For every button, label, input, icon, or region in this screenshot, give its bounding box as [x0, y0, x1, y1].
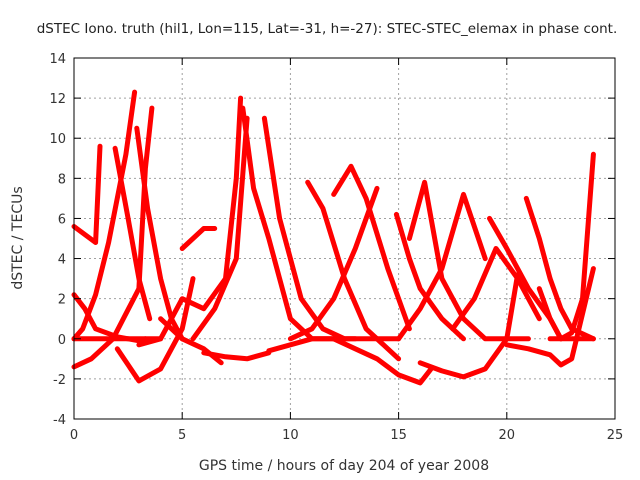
- data-series-line: [190, 115, 250, 342]
- data-series-line: [240, 105, 337, 342]
- data-series-line: [417, 272, 521, 380]
- data-series-line: [134, 125, 185, 342]
- y-tick-label: 8: [58, 172, 66, 187]
- axis-ticks: [73, 57, 616, 420]
- data-series-line: [331, 163, 412, 332]
- x-tick-label: 0: [70, 428, 78, 443]
- y-tick-label: 0: [58, 333, 66, 348]
- data-series-line: [504, 266, 596, 368]
- y-tick-label: 4: [58, 253, 66, 268]
- x-tick-label: 20: [499, 428, 516, 443]
- data-series-line: [393, 211, 466, 342]
- data-series-line: [114, 276, 196, 384]
- y-tick-label: -4: [53, 413, 66, 428]
- x-tick-label: 5: [178, 428, 186, 443]
- y-tick-label: 10: [49, 132, 66, 147]
- plot-frame: [73, 57, 616, 420]
- chart-title: dSTEC Iono. truth (hil1, Lon=115, Lat=-3…: [37, 21, 618, 37]
- y-tick-label: 12: [49, 92, 66, 107]
- x-tick-label: 15: [390, 428, 407, 443]
- x-tick-labels: 0 5 10 15 20 25: [70, 428, 623, 443]
- y-tick-label: 14: [49, 52, 66, 67]
- data-series-line: [331, 336, 434, 386]
- y-tick-labels: -4 -2 0 2 4 6 8 10 12 14: [49, 52, 66, 428]
- data-series-group: [71, 89, 596, 386]
- data-series-line: [523, 195, 596, 342]
- data-series-line: [71, 89, 138, 342]
- data-series-line: [112, 145, 153, 322]
- data-series-line: [287, 185, 380, 342]
- data-series-line: [71, 143, 103, 245]
- y-tick-label: 6: [58, 212, 66, 227]
- data-series-line: [136, 95, 244, 348]
- y-tick-label: -2: [53, 373, 66, 388]
- data-series-line: [450, 246, 542, 332]
- y-tick-label: 2: [58, 293, 66, 308]
- x-axis-label: GPS time / hours of day 204 of year 2008: [199, 458, 489, 474]
- x-tick-label: 25: [607, 428, 624, 443]
- data-series-line: [261, 115, 358, 342]
- data-series-line: [201, 350, 272, 362]
- data-series-line: [305, 179, 402, 362]
- x-tick-label: 10: [282, 428, 299, 443]
- data-series-line: [71, 105, 155, 370]
- data-series-line: [179, 226, 218, 251]
- y-axis-label: dSTEC / TECUs: [10, 186, 26, 289]
- data-series-line: [536, 151, 596, 342]
